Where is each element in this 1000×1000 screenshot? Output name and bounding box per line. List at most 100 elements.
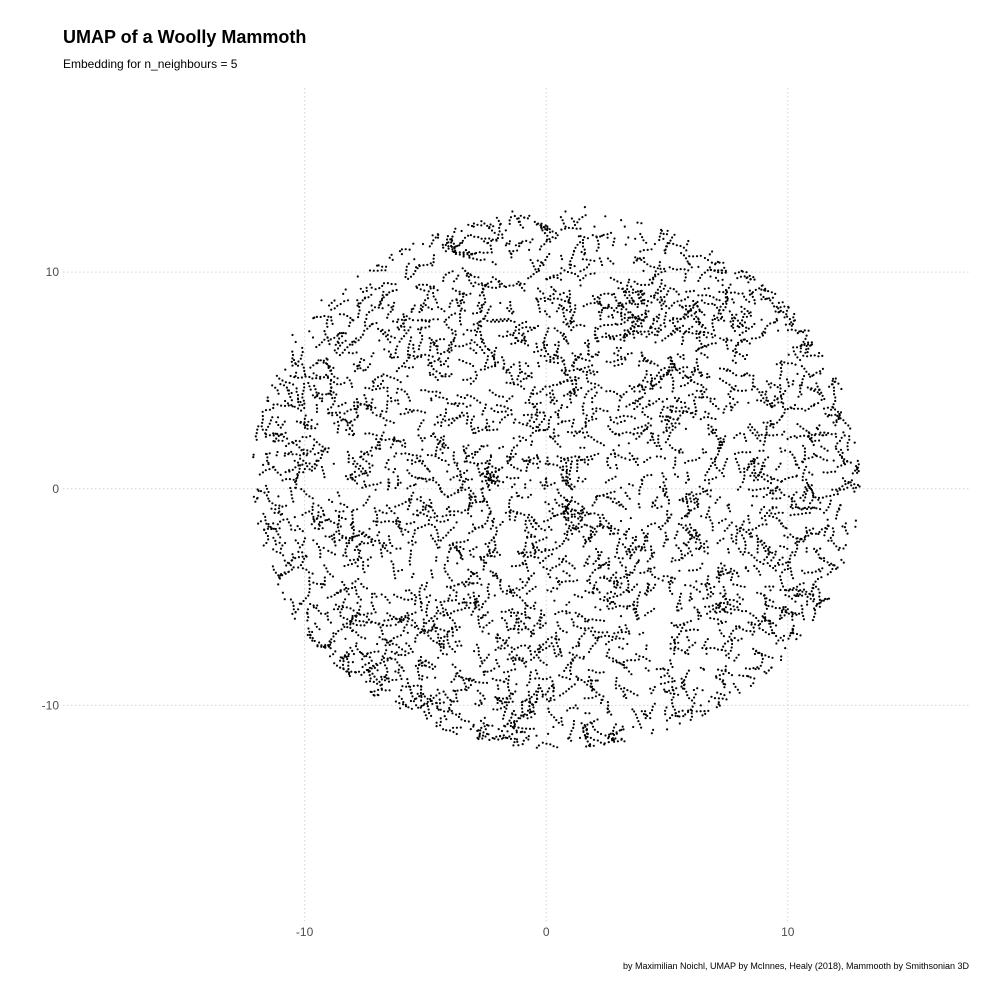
- data-point: [481, 630, 484, 633]
- data-point: [499, 679, 502, 682]
- data-point: [486, 589, 489, 593]
- data-point: [643, 292, 646, 295]
- data-point: [351, 629, 354, 633]
- data-point: [277, 392, 280, 395]
- data-point: [733, 436, 736, 439]
- data-point: [384, 331, 387, 334]
- data-point: [737, 451, 740, 454]
- data-point: [484, 600, 487, 603]
- data-point: [461, 601, 464, 604]
- data-point: [703, 542, 706, 546]
- data-point: [406, 508, 409, 511]
- data-point: [426, 293, 429, 296]
- data-point: [510, 463, 513, 467]
- data-point: [773, 404, 776, 407]
- data-point: [538, 619, 541, 622]
- data-point: [579, 279, 582, 282]
- data-point: [703, 256, 707, 260]
- data-point: [607, 315, 610, 318]
- data-point: [700, 352, 703, 355]
- data-point: [347, 542, 351, 545]
- data-point: [585, 524, 589, 527]
- data-point: [682, 254, 686, 257]
- data-point: [782, 392, 785, 396]
- data-point: [548, 385, 551, 388]
- data-point: [337, 405, 340, 408]
- data-point: [332, 632, 335, 635]
- data-point: [598, 524, 601, 528]
- data-point: [667, 499, 671, 502]
- data-point: [768, 585, 771, 588]
- data-point: [447, 326, 450, 329]
- data-point: [477, 594, 480, 598]
- data-point: [347, 668, 350, 671]
- data-point: [598, 300, 601, 303]
- data-point: [443, 567, 446, 570]
- data-point: [583, 681, 586, 684]
- data-point: [386, 282, 389, 285]
- data-point: [465, 601, 468, 604]
- data-point: [343, 300, 346, 303]
- data-point: [465, 689, 468, 692]
- data-point: [749, 676, 752, 679]
- data-point: [711, 477, 714, 481]
- data-point: [853, 483, 856, 486]
- data-point: [611, 635, 614, 639]
- data-point: [312, 372, 315, 375]
- data-point: [645, 657, 648, 661]
- data-point: [761, 661, 764, 664]
- data-point: [381, 294, 384, 297]
- data-point: [622, 728, 625, 731]
- data-point: [303, 421, 306, 424]
- data-point: [459, 669, 462, 672]
- data-point: [274, 543, 278, 546]
- data-point: [587, 390, 590, 393]
- data-point: [741, 610, 744, 613]
- data-point: [719, 317, 723, 320]
- data-point: [532, 265, 535, 268]
- data-point: [333, 422, 336, 425]
- data-point: [524, 613, 527, 617]
- data-point: [316, 407, 319, 410]
- data-point: [540, 609, 543, 612]
- data-point: [577, 377, 580, 380]
- data-point: [443, 635, 446, 638]
- data-point: [696, 368, 700, 371]
- data-point: [272, 527, 275, 530]
- data-point: [688, 310, 691, 313]
- data-point: [723, 319, 726, 322]
- data-point: [836, 490, 839, 493]
- data-point: [437, 306, 440, 309]
- data-point: [628, 294, 631, 297]
- data-point: [462, 295, 465, 298]
- data-point: [554, 631, 558, 634]
- data-point: [687, 239, 690, 243]
- data-point: [370, 540, 373, 544]
- data-point: [553, 716, 556, 719]
- data-point: [353, 370, 357, 373]
- data-point: [360, 652, 363, 655]
- data-point: [448, 594, 451, 597]
- data-point: [749, 451, 752, 454]
- data-point: [610, 527, 613, 530]
- data-point: [381, 297, 384, 300]
- data-point: [486, 224, 489, 227]
- data-point: [761, 628, 765, 632]
- data-point: [539, 224, 542, 227]
- data-point: [483, 297, 486, 300]
- data-point: [304, 462, 308, 465]
- data-point: [351, 457, 354, 460]
- data-point: [439, 539, 442, 542]
- data-point: [733, 329, 737, 333]
- data-point: [589, 525, 592, 528]
- data-point: [643, 475, 646, 479]
- data-point: [364, 368, 367, 371]
- data-point: [351, 526, 354, 530]
- data-point: [499, 404, 502, 407]
- data-point: [683, 623, 686, 627]
- data-point: [690, 715, 694, 718]
- data-point: [467, 223, 470, 226]
- data-point: [829, 499, 832, 502]
- data-point: [455, 672, 458, 675]
- data-point: [595, 410, 598, 413]
